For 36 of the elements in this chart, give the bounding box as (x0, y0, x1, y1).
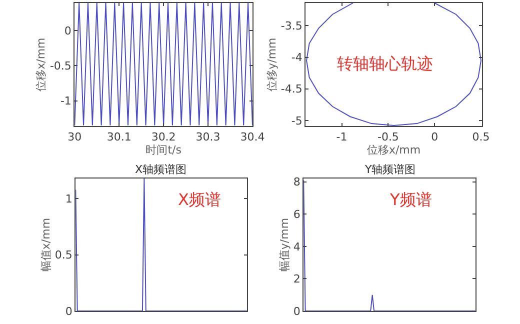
y-tick-label: -4.5 (280, 82, 302, 96)
y-tick-label: 0 (65, 304, 72, 318)
annotation: Y频谱 (389, 190, 432, 209)
x-tick-label: -1 (336, 130, 348, 144)
chart-title: X轴频谱图 (135, 163, 187, 176)
x-tick-label: 0 (431, 130, 438, 144)
y-axis-title: 幅值x/mm (40, 218, 53, 272)
x-tick-label: 30.2 (151, 130, 176, 144)
y-tick-label: 4 (293, 240, 300, 254)
y-axis-title: 幅值y/mm (278, 218, 292, 272)
annotation: X频谱 (178, 190, 221, 209)
y-axis-title: 位移x/mm (34, 38, 48, 92)
y-tick-label: 2 (293, 272, 300, 286)
x-tick-label: 30.4 (240, 130, 265, 144)
line-series (306, 3, 482, 126)
y-tick-label: -1 (60, 94, 72, 108)
annotation: 转轴轴心轨迹 (337, 54, 433, 73)
x-axis-title: 位移x/mm (366, 143, 421, 156)
y-tick-label: 0.5 (54, 248, 72, 262)
y-tick-label: -3.5 (280, 20, 302, 33)
x-tick-label: -0.5 (377, 130, 399, 144)
chart-title: Y轴频谱图 (364, 163, 416, 176)
y-tick-label: -5 (291, 114, 302, 128)
x-tick-label: 0.5 (472, 130, 490, 144)
y-tick-label: -4 (291, 51, 302, 64)
y-tick-label: 1 (65, 192, 72, 206)
y-tick-label: 0 (293, 304, 300, 318)
y-tick-label: 6 (293, 208, 300, 221)
x-tick-label: 30.1 (106, 130, 132, 144)
y-axis-title: 位移y/mm (266, 38, 279, 92)
x-tick-label: 30 (68, 130, 82, 144)
y-tick-label: 8 (293, 176, 300, 189)
y-tick-label: 0 (64, 24, 72, 38)
x-axis-title: 时间t/s (146, 143, 182, 156)
y-tick-label: -0.5 (50, 59, 72, 72)
x-tick-label: 30.3 (196, 130, 220, 144)
